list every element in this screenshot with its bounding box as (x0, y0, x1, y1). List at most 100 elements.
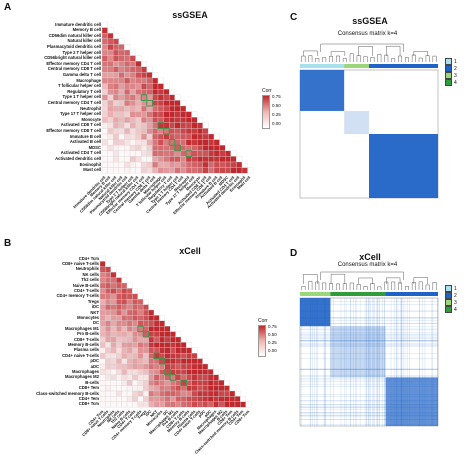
consensus-block (369, 134, 438, 198)
panel-a-legend-tick: 0.25 (272, 112, 281, 117)
panel-a-legend-tick: 0.50 (272, 103, 281, 108)
row-label: CD4+ naive T-cells (62, 352, 99, 358)
panel-c-legend-item: 1 (445, 58, 457, 65)
panel-a-legend-title: Corr (262, 88, 272, 94)
row-label: Effector memory CD8 T cell (46, 128, 101, 133)
panel-c-subtitle: Consensus matrix k=4 (337, 31, 398, 37)
panel-d-legend-item: 1 (445, 285, 457, 292)
row-label: CD4+ T-cells (73, 287, 99, 293)
panel-c-legend-item: 2 (445, 65, 457, 72)
panel-d-legend: 1 2 3 4 (445, 285, 457, 313)
row-label: Type 1 T helper cell (62, 94, 101, 100)
row-label: Central memory CD4 T cell (47, 100, 101, 105)
row-label: Neutrophils (75, 266, 99, 272)
cluster-bar (300, 292, 331, 296)
highlight-cell (142, 331, 150, 338)
row-label: Macrophages M1 (65, 325, 99, 331)
highlight-cell (158, 358, 166, 365)
row-label: CD4+ Tcm (78, 255, 99, 261)
cluster-bar (300, 64, 345, 68)
consensus-block (300, 298, 331, 327)
row-label: CD8+ Tem (78, 385, 99, 391)
row-label: Macrophages (72, 368, 99, 374)
row-label: CD4+ memory T-cells (56, 293, 99, 299)
consensus-block (385, 377, 438, 426)
highlight-cell (180, 379, 187, 387)
legend-swatch (445, 285, 452, 292)
row-label: Macrophages M2 (65, 374, 99, 380)
row-label: DC (92, 320, 99, 326)
legend-swatch (445, 292, 452, 299)
legend-swatch (445, 299, 452, 306)
panel-c-letter: C (290, 12, 298, 23)
cluster-bar (330, 292, 386, 296)
row-label: pDC (90, 358, 99, 364)
row-label: MDSC (88, 144, 101, 150)
panel-a-legend-bar (262, 95, 270, 129)
highlight-cell (168, 139, 176, 146)
row-label: Monocytes (77, 314, 99, 320)
highlight-cell (157, 122, 165, 129)
panel-d-legend-item: 2 (445, 292, 457, 299)
highlight-cell (164, 368, 171, 376)
row-label: Tregs (87, 298, 99, 304)
row-label: CD8+ Tcm (78, 401, 99, 407)
legend-swatch (445, 306, 452, 313)
legend-swatch (445, 58, 452, 65)
row-label: Activated CD4 T cell (60, 150, 101, 156)
highlight-cell (169, 374, 177, 381)
panel-c-title: ssGSEA (352, 16, 388, 26)
row-label: Memory B cell (72, 27, 101, 33)
legend-swatch (445, 72, 452, 79)
row-label: Effector memory CD4 T cell (46, 60, 101, 66)
consensus-block (344, 110, 369, 134)
cluster-bar (385, 292, 438, 296)
highlight-cell (137, 325, 144, 333)
row-label: CD56dim natural killer cell (48, 32, 101, 38)
panel-b-legend-tick: 0.50 (268, 332, 277, 337)
row-label: Naive B-cells (72, 282, 99, 288)
row-label: Mast cell (83, 167, 101, 173)
row-label: Central memory CD8 T cell (47, 66, 101, 72)
row-label: Neutrophil (80, 105, 101, 111)
row-label: Th2 cells (81, 277, 99, 283)
row-label: Pro B-cells (77, 331, 99, 337)
row-label: Activated dendritic cell (55, 156, 101, 161)
panel-a-legend-tick: 0.00 (272, 121, 281, 126)
panel-b-legend-tick: 0.75 (268, 324, 277, 329)
dendrogram (301, 43, 437, 62)
panel-d-legend-item: 4 (445, 306, 457, 313)
highlight-cell (163, 127, 170, 135)
legend-swatch (445, 79, 452, 86)
panel-b-legend-bar (258, 325, 266, 357)
panel-b-legend-tick: 0.25 (268, 340, 277, 345)
panel-b-letter: B (4, 238, 12, 249)
consensus-block (300, 70, 345, 111)
row-label: Natural killer cell (67, 38, 101, 44)
panel-a-legend-tick: 0.75 (272, 94, 281, 99)
panel-a-letter: A (4, 2, 12, 13)
highlight-cell (185, 150, 193, 157)
highlight-cell (140, 94, 148, 101)
panel-b-legend-title: Corr (258, 318, 268, 324)
row-label: Class-switched memory B-cells (36, 390, 99, 396)
panel-b-title: xCell (179, 246, 201, 256)
panel-a-title: ssGSEA (172, 10, 208, 20)
consensus-noise (300, 298, 438, 426)
row-label: Activated B cell (69, 139, 101, 145)
consensus-block (330, 326, 386, 378)
corr-cell (245, 401, 252, 408)
panel-d-subtitle: Consensus matrix k=4 (337, 262, 398, 268)
row-label: Plasma cells (73, 347, 99, 353)
dendrogram (301, 271, 437, 290)
row-label: Memory B-cells (68, 341, 99, 347)
row-label: aDC (90, 363, 99, 369)
row-label: Plasmacytoid dendritic cell (47, 44, 101, 49)
row-label: Type 2 T helper cell (62, 49, 101, 55)
highlight-cell (146, 99, 153, 107)
row-label: CD4+ Tem (78, 395, 99, 401)
